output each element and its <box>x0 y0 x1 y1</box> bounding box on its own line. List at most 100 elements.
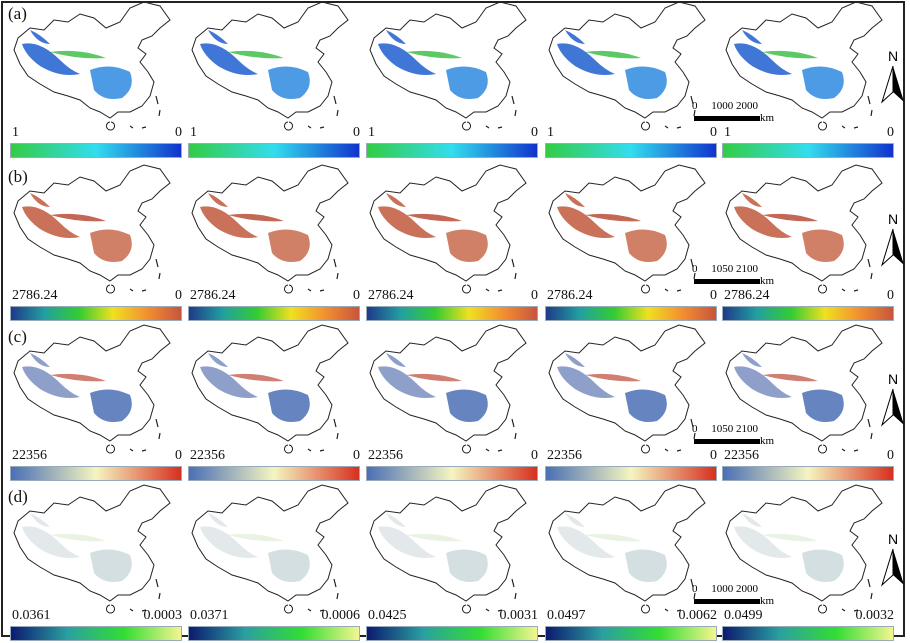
map-region <box>446 229 488 262</box>
colorbar-min-label: 0 <box>887 448 894 463</box>
map-region <box>585 50 641 59</box>
colorbar-max-label: 1 <box>12 125 19 140</box>
map-region <box>406 373 462 382</box>
map-panel: 22356 0 <box>10 323 186 483</box>
map-region <box>208 193 228 207</box>
colorbar-max-label: 0.0499 <box>724 608 763 623</box>
map-region <box>268 389 310 422</box>
scale-bar: 0 1050 2100 km <box>692 263 775 293</box>
north-label: N <box>887 48 899 64</box>
scale-tick: 2000 <box>736 100 758 112</box>
map-region <box>565 193 585 207</box>
colorbar-min-label: 0 <box>175 125 182 140</box>
map-region <box>406 213 462 222</box>
map-region <box>386 30 406 44</box>
colorbar-max-label: 22356 <box>724 448 759 463</box>
map-region <box>228 213 284 222</box>
china-map <box>10 483 186 623</box>
map-region <box>90 229 132 262</box>
map-region <box>30 30 50 44</box>
map-region <box>625 66 667 99</box>
scale-tick: 2100 <box>736 423 758 435</box>
colorbar-max-label: 1 <box>547 125 554 140</box>
map-region <box>565 353 585 367</box>
map-region <box>762 213 818 222</box>
china-map <box>366 0 542 140</box>
map-region <box>585 373 641 382</box>
colorbar-min-label: 0 <box>175 448 182 463</box>
colorbar-max-label: 1 <box>724 125 731 140</box>
map-region <box>762 373 818 382</box>
map-region <box>802 549 844 582</box>
colorbar <box>545 306 717 321</box>
map-region <box>734 43 792 75</box>
colorbar <box>188 626 360 641</box>
colorbar-min-label: 0.0032 <box>855 608 895 623</box>
scale-tick: 0 <box>692 100 698 112</box>
colorbar-min-label: 0 <box>353 288 360 303</box>
map-panel: 0.0497 0.0062 <box>545 483 721 643</box>
north-label: N <box>887 371 899 387</box>
colorbar <box>366 626 538 641</box>
map-region <box>742 353 762 367</box>
scale-unit: km <box>760 435 775 447</box>
scale-bar: 0 1050 2100 km <box>692 423 775 453</box>
colorbar <box>10 466 182 481</box>
map-region <box>742 30 762 44</box>
china-map <box>366 483 542 623</box>
colorbar <box>722 143 894 158</box>
map-region <box>200 206 258 238</box>
colorbar-min-label: 0 <box>887 125 894 140</box>
colorbar-min-label: 0 <box>531 125 538 140</box>
scale-tick: 1050 <box>711 263 734 275</box>
colorbar-max-label: 0.0425 <box>368 608 407 623</box>
china-map <box>545 163 721 303</box>
figure-row-a: (a) 1 0 1 0 1 0 1 0 1 0 N 0 1000 2000 km <box>0 0 910 160</box>
map-region <box>565 30 585 44</box>
map-panel: 0.0371 0.0006 <box>188 483 364 643</box>
map-region <box>30 513 50 527</box>
map-region <box>386 513 406 527</box>
colorbar <box>10 306 182 321</box>
map-region <box>802 229 844 262</box>
map-region <box>378 43 436 75</box>
colorbar <box>366 306 538 321</box>
map-region <box>200 43 258 75</box>
panel-label: (a) <box>8 4 27 23</box>
map-region <box>557 206 615 238</box>
colorbar-max-label: 2786.24 <box>547 288 593 303</box>
map-region <box>378 366 436 398</box>
map-region <box>200 366 258 398</box>
colorbar <box>10 143 182 158</box>
colorbar-max-label: 22356 <box>190 448 225 463</box>
colorbar-min-label: 0 <box>175 288 182 303</box>
map-region <box>446 549 488 582</box>
panel-label: (c) <box>8 327 27 346</box>
scale-tick: 1050 <box>711 423 734 435</box>
map-region <box>22 526 80 558</box>
map-region <box>406 50 462 59</box>
colorbar-max-label: 22356 <box>547 448 582 463</box>
map-panel: 0.0425 0.0031 <box>366 483 542 643</box>
map-panel: 2786.24 0 <box>10 163 186 323</box>
map-panel: 2786.24 0 <box>545 163 721 323</box>
map-region <box>208 513 228 527</box>
scale-tick: 0 <box>692 423 698 435</box>
scale-unit: km <box>760 275 775 287</box>
china-map <box>722 483 898 623</box>
map-region <box>625 549 667 582</box>
map-region <box>585 533 641 542</box>
map-region <box>446 66 488 99</box>
colorbar-max-label: 22356 <box>368 448 403 463</box>
scale-tick: 2000 <box>736 583 758 595</box>
colorbar-max-label: 2786.24 <box>12 288 58 303</box>
map-panel: 0.0361 0.0003 <box>10 483 186 643</box>
figure-row-d: (d) 0.0361 0.0003 0.0371 0.0006 0.0425 0.0031 0… <box>0 483 910 643</box>
map-region <box>22 206 80 238</box>
map-region <box>228 50 284 59</box>
map-region <box>22 43 80 75</box>
colorbar <box>722 306 894 321</box>
scale-tick: 1000 <box>711 100 734 112</box>
china-map <box>722 0 898 140</box>
